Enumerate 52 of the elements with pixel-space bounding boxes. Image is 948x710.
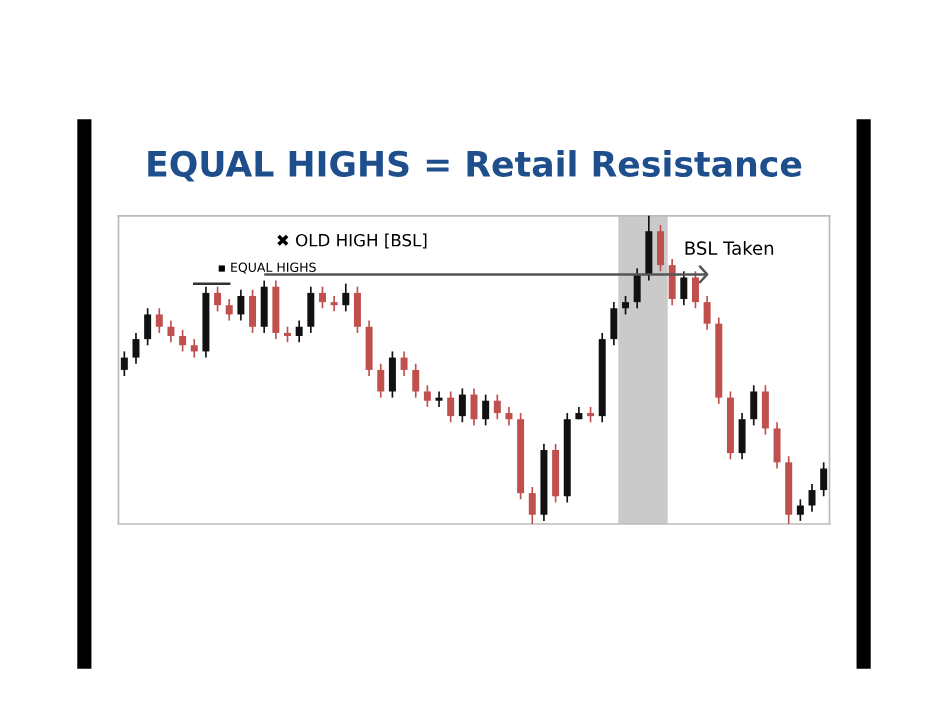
candlestick	[691, 270, 699, 310]
candlestick	[622, 295, 630, 316]
candlestick	[552, 443, 560, 504]
candlestick	[447, 390, 455, 424]
candlestick	[249, 288, 257, 334]
candlestick	[330, 295, 338, 313]
candlestick	[214, 285, 222, 313]
candlestick	[225, 298, 233, 322]
candlestick	[342, 282, 350, 313]
candlestick	[132, 332, 140, 365]
candlestick	[750, 384, 758, 427]
candlestick	[237, 288, 245, 322]
candlestick	[388, 350, 396, 399]
candlestick	[645, 215, 653, 282]
candlestick	[493, 393, 501, 421]
candlestick	[482, 393, 490, 427]
annotation: BSL Taken	[685, 241, 774, 255]
candlestick	[353, 285, 361, 334]
candlestick	[680, 270, 688, 307]
candlestick	[144, 307, 152, 347]
chart-title: EQUAL HIGHS = Retail Resistance	[148, 150, 802, 182]
candlestick	[167, 319, 175, 344]
candlestick	[668, 258, 676, 307]
candlestick	[423, 384, 431, 408]
candlestick	[400, 350, 408, 377]
candlestick	[633, 267, 641, 310]
candlestick	[458, 387, 466, 424]
candlestick	[318, 285, 326, 310]
candlestick	[179, 329, 187, 353]
candlestick	[260, 279, 268, 334]
candlestick	[738, 412, 746, 461]
candlestick	[703, 295, 711, 331]
candlestick	[412, 362, 420, 399]
candlestick	[377, 362, 385, 399]
candlestick	[761, 384, 769, 436]
candlestick	[657, 224, 664, 273]
candlestick	[190, 338, 198, 359]
candlestick	[505, 406, 513, 427]
candlestick	[155, 307, 163, 334]
candlestick	[528, 486, 536, 525]
candlestick	[796, 498, 804, 522]
candlestick	[820, 461, 828, 498]
candlestick	[435, 390, 443, 408]
candlestick	[307, 285, 315, 334]
candlestick	[808, 483, 816, 513]
candlestick	[365, 319, 373, 377]
candlestick	[272, 279, 280, 340]
candlestick	[120, 350, 128, 377]
candlestick	[295, 319, 303, 344]
candlestick	[773, 421, 781, 470]
candlestick	[610, 301, 618, 347]
ref-line-label: ✖ OLD HIGH [BSL]	[277, 233, 427, 249]
